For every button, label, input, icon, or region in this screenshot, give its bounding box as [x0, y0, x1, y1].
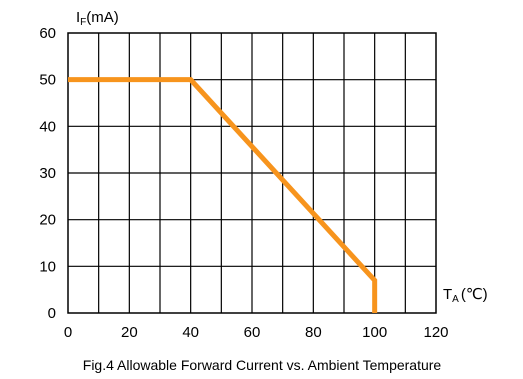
x-tick-label: 20: [121, 324, 138, 341]
y-axis-label: IF(mA): [76, 9, 119, 28]
series-layer: [68, 77, 378, 313]
y-tick-label: 20: [39, 212, 56, 229]
x-axis-label-unit: (℃): [461, 286, 488, 303]
y-axis-label-main: I: [76, 9, 80, 26]
x-tick-label: 60: [244, 324, 261, 341]
y-tick-label: 50: [39, 72, 56, 89]
y-axis-label-unit: (mA): [86, 9, 119, 26]
y-tick-label: 0: [48, 305, 56, 322]
y-tick-labels: 0 10 20 30 40 50 60: [39, 25, 56, 322]
x-tick-label: 40: [182, 324, 199, 341]
y-tick-label: 10: [39, 258, 56, 275]
series-line-0: [68, 77, 378, 313]
x-axis-label-sub: A: [452, 294, 459, 305]
x-tick-label: 0: [64, 324, 72, 341]
x-tick-label: 120: [423, 324, 448, 341]
x-axis-label: TA (℃): [443, 286, 488, 305]
x-tick-label: 80: [305, 324, 322, 341]
figure-caption: Fig.4 Allowable Forward Current vs. Ambi…: [83, 357, 442, 373]
x-tick-label: 100: [362, 324, 387, 341]
y-tick-label: 30: [39, 165, 56, 182]
y-tick-label: 60: [39, 25, 56, 42]
y-tick-label: 40: [39, 118, 56, 135]
x-axis-label-main: T: [443, 286, 452, 303]
x-tick-labels: 0 20 40 60 80 100 120: [64, 324, 449, 341]
plot-frame: [67, 32, 437, 314]
grid: [68, 33, 436, 313]
y-axis-label-sub: F: [80, 17, 86, 28]
